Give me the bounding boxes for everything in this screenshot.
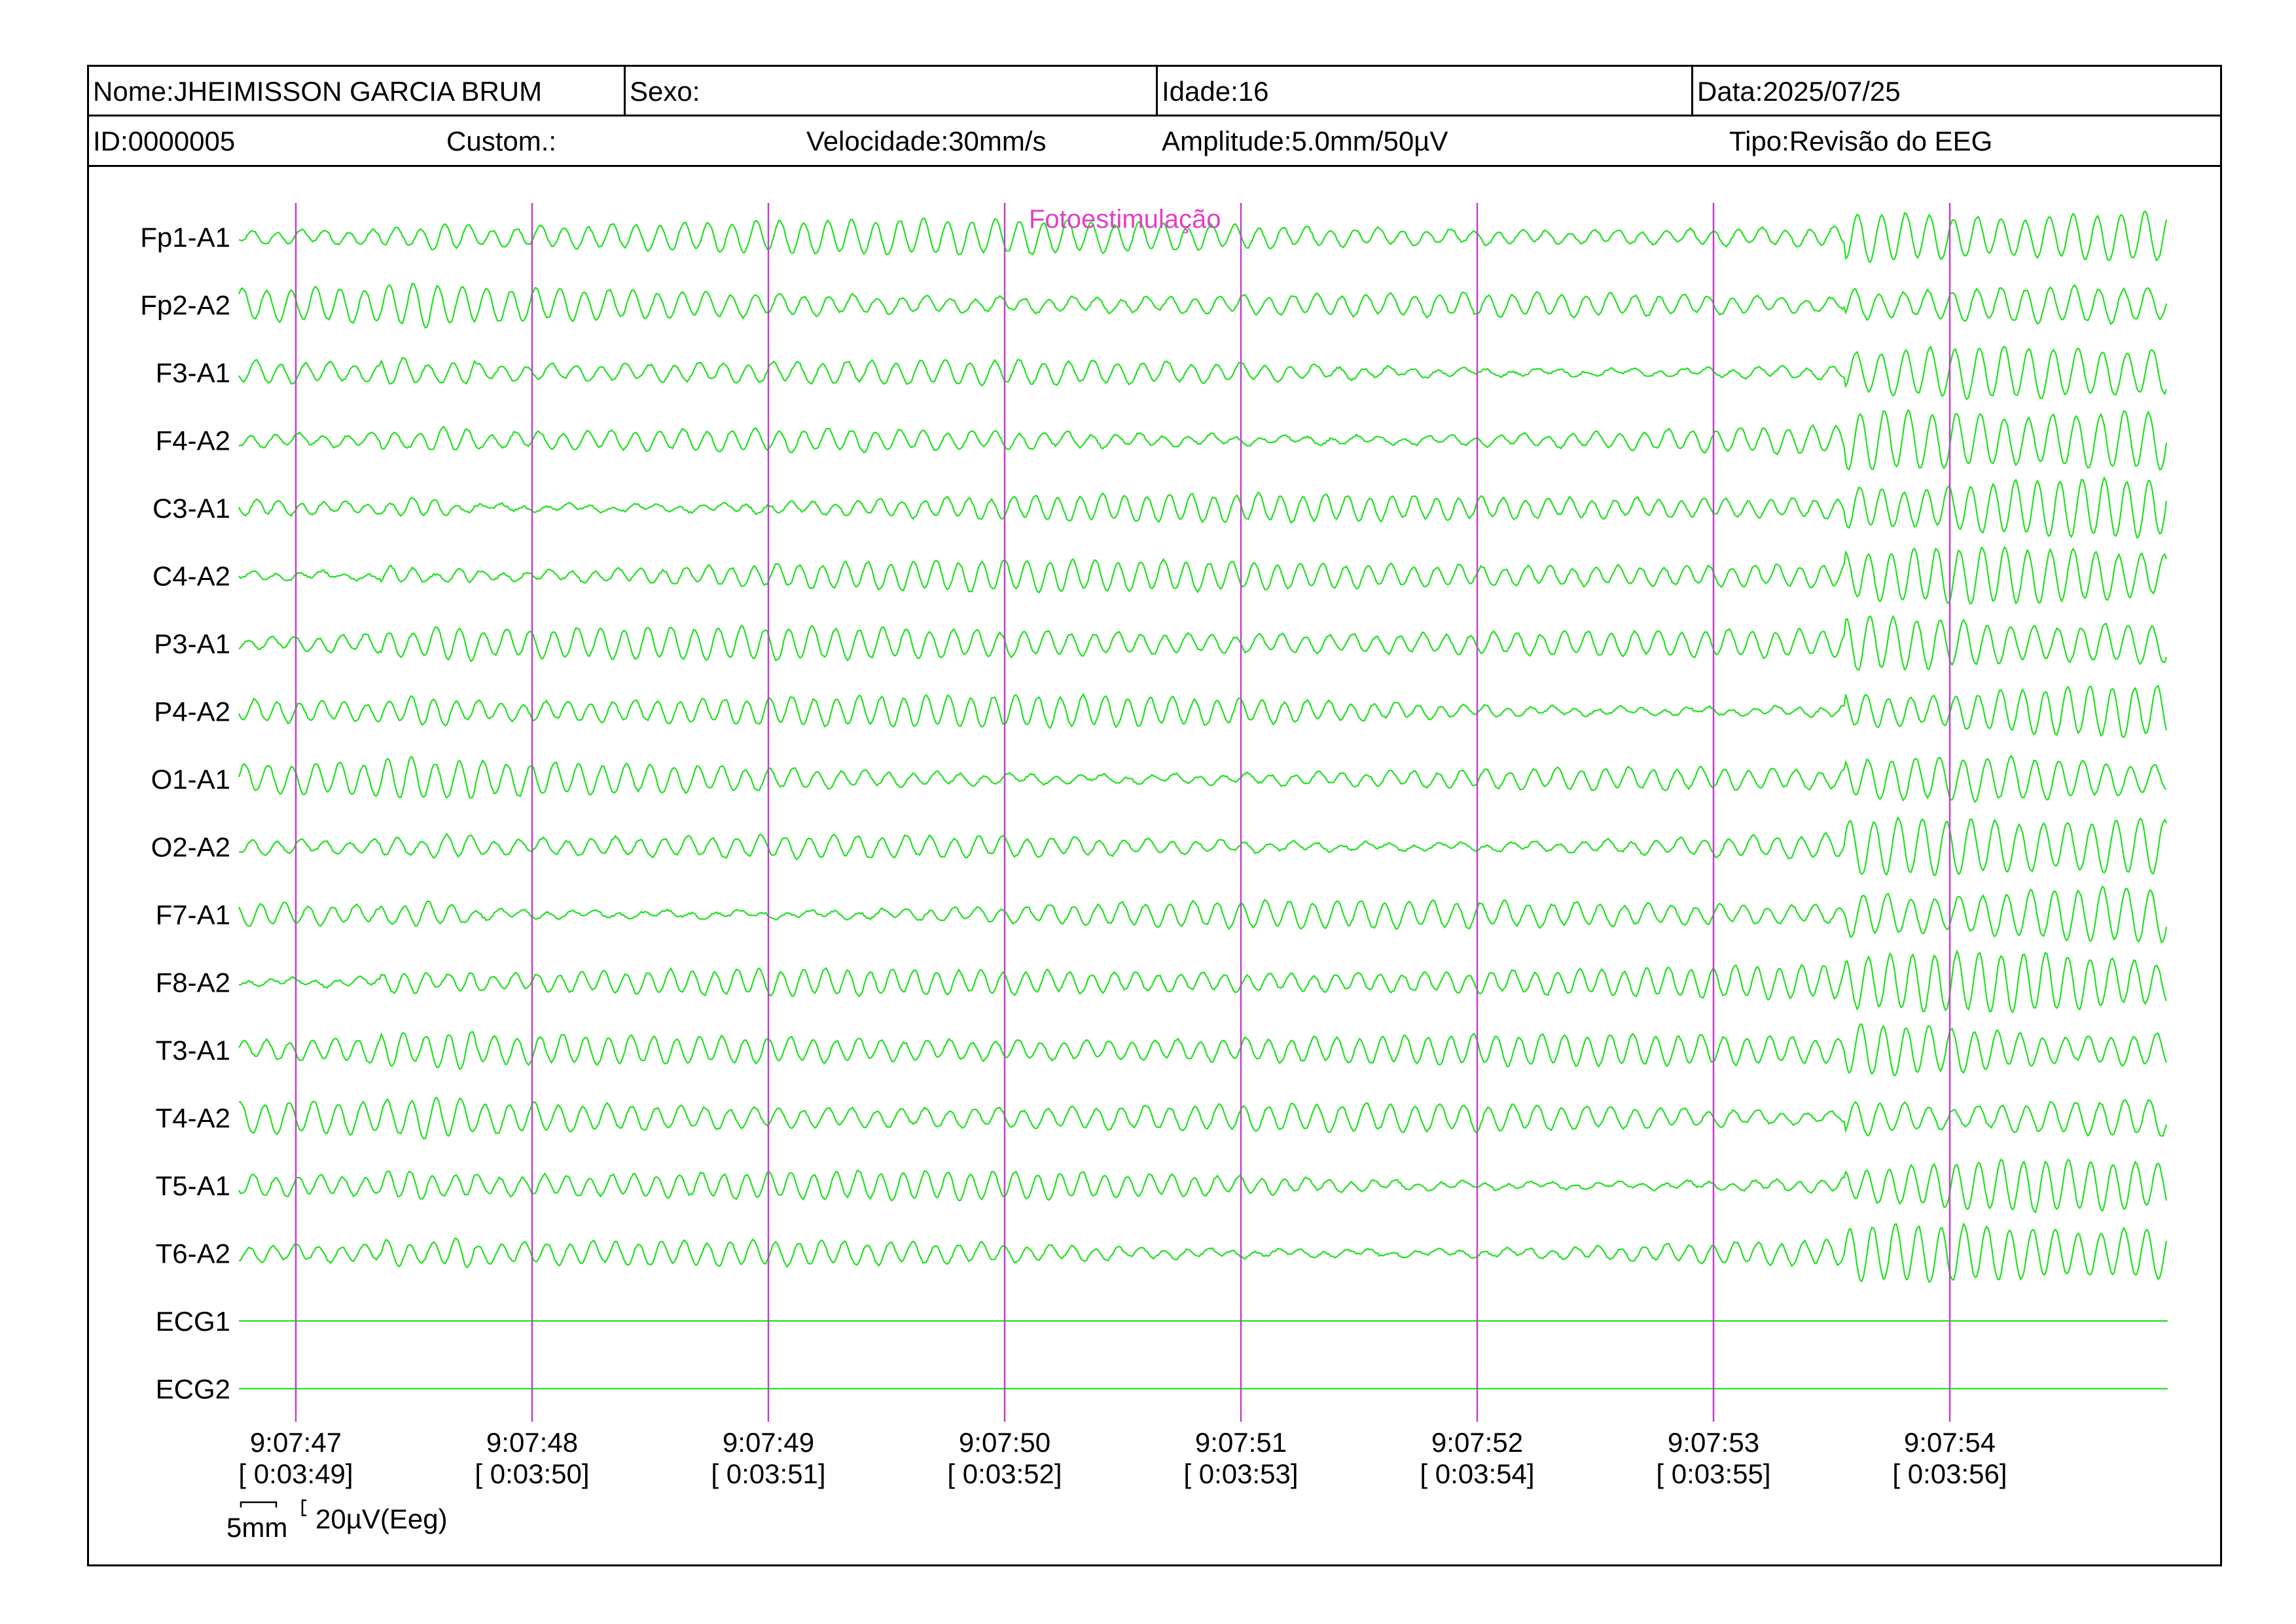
channel-label: O2-A2 — [151, 832, 230, 863]
clock-time-label: 9:07:47 — [250, 1427, 342, 1458]
channel-trace — [238, 816, 2167, 876]
calibration-time: 5mm — [226, 1512, 287, 1543]
time-labels: 9:07:47[ 0:03:49] 9:07:48[ 0:03:50] 9:07:4… — [238, 1427, 2007, 1489]
clock-time-label: 9:07:51 — [1195, 1427, 1287, 1458]
photostimulation-annotation: Fotoestimulação — [1029, 205, 1221, 234]
channel-label: T5-A1 — [156, 1170, 230, 1201]
patient-name: Nome:JHEIMISSON GARCIA BRUM — [93, 76, 543, 107]
channel-label: T6-A2 — [156, 1238, 230, 1269]
channel-label: ECG1 — [156, 1306, 230, 1337]
channel-label: P3-A1 — [154, 628, 230, 659]
speed: Velocidade:30mm/s — [806, 126, 1047, 156]
elapsed-time-label: [ 0:03:54] — [1420, 1458, 1534, 1489]
elapsed-time-label: [ 0:03:49] — [238, 1458, 353, 1489]
channel-label: T4-A2 — [156, 1103, 230, 1134]
elapsed-time-label: [ 0:03:53] — [1183, 1458, 1298, 1489]
patient-age: Idade:16 — [1162, 76, 1269, 107]
divider — [1156, 67, 1158, 115]
clock-time-label: 9:07:53 — [1668, 1427, 1759, 1458]
channel-trace — [238, 1222, 2168, 1284]
channel-trace — [238, 685, 2168, 738]
channel-trace — [238, 615, 2168, 671]
channel-trace — [238, 1158, 2168, 1214]
header-row-1: Nome:JHEIMISSON GARCIA BRUM Sexo: Idade:… — [89, 67, 2220, 117]
elapsed-time-label: [ 0:03:50] — [475, 1458, 589, 1489]
calibration-amplitude-bracket — [301, 1499, 306, 1517]
channel-label: F4-A2 — [156, 425, 230, 456]
channel-label: F7-A1 — [156, 899, 230, 930]
channel-label: C3-A1 — [152, 493, 230, 524]
divider — [624, 67, 626, 115]
channel-trace — [238, 408, 2168, 471]
channel-trace — [238, 546, 2168, 605]
patient-id: ID:0000005 — [93, 126, 236, 156]
elapsed-time-label: [ 0:03:56] — [1892, 1458, 2007, 1489]
patient-sex: Sexo: — [630, 76, 700, 107]
channel-label: F3-A1 — [156, 357, 230, 388]
channel-label: C4-A2 — [152, 561, 230, 592]
exam-type: Tipo:Revisão do EEG — [1729, 126, 1993, 156]
report-frame: Nome:JHEIMISSON GARCIA BRUM Sexo: Idade:… — [87, 65, 2222, 1566]
channel-trace — [238, 345, 2168, 401]
eeg-traces — [238, 210, 2168, 1390]
channel-label: O1-A1 — [151, 764, 230, 795]
channel-label: Fp2-A2 — [140, 290, 230, 321]
channel-trace — [238, 1022, 2168, 1077]
channel-trace — [238, 885, 2168, 944]
channel-label: F8-A2 — [156, 967, 230, 998]
channel-label: P4-A2 — [154, 696, 230, 727]
clock-time-label: 9:07:52 — [1431, 1427, 1523, 1458]
calibration-marker: 5mm 20µV(Eeg) — [226, 1499, 448, 1543]
elapsed-time-label: [ 0:03:55] — [1656, 1458, 1770, 1489]
clock-time-label: 9:07:49 — [723, 1427, 814, 1458]
divider — [1691, 67, 1693, 115]
clock-time-label: 9:07:48 — [486, 1427, 578, 1458]
elapsed-time-label: [ 0:03:51] — [711, 1458, 825, 1489]
channel-label: ECG2 — [156, 1374, 230, 1405]
channel-trace — [238, 476, 2168, 539]
channel-trace — [238, 1096, 2168, 1140]
channel-labels: Fp1-A1 Fp2-A2 F3-A1 F4-A2 C3-A1 C4-A2 P3-A1 P4-… — [140, 222, 230, 1405]
custom-field: Custom.: — [446, 126, 557, 156]
channel-trace — [238, 949, 2168, 1014]
calibration-amplitude: 20µV(Eeg) — [315, 1504, 448, 1534]
channel-label: Fp1-A1 — [140, 222, 230, 253]
channel-trace — [238, 282, 2168, 329]
header-row-2: ID:0000005 Custom.: Velocidade:30mm/s Am… — [89, 117, 2220, 167]
amplitude: Amplitude:5.0mm/50µV — [1162, 126, 1448, 156]
calibration-time-bracket — [240, 1501, 278, 1507]
second-markers — [295, 203, 1951, 1422]
clock-time-label: 9:07:54 — [1904, 1427, 1996, 1458]
clock-time-label: 9:07:50 — [959, 1427, 1050, 1458]
channel-trace — [238, 210, 2168, 264]
channel-label: T3-A1 — [156, 1035, 230, 1066]
exam-date: Data:2025/07/25 — [1697, 76, 1901, 107]
elapsed-time-label: [ 0:03:52] — [947, 1458, 1062, 1489]
channel-trace — [238, 755, 2167, 804]
